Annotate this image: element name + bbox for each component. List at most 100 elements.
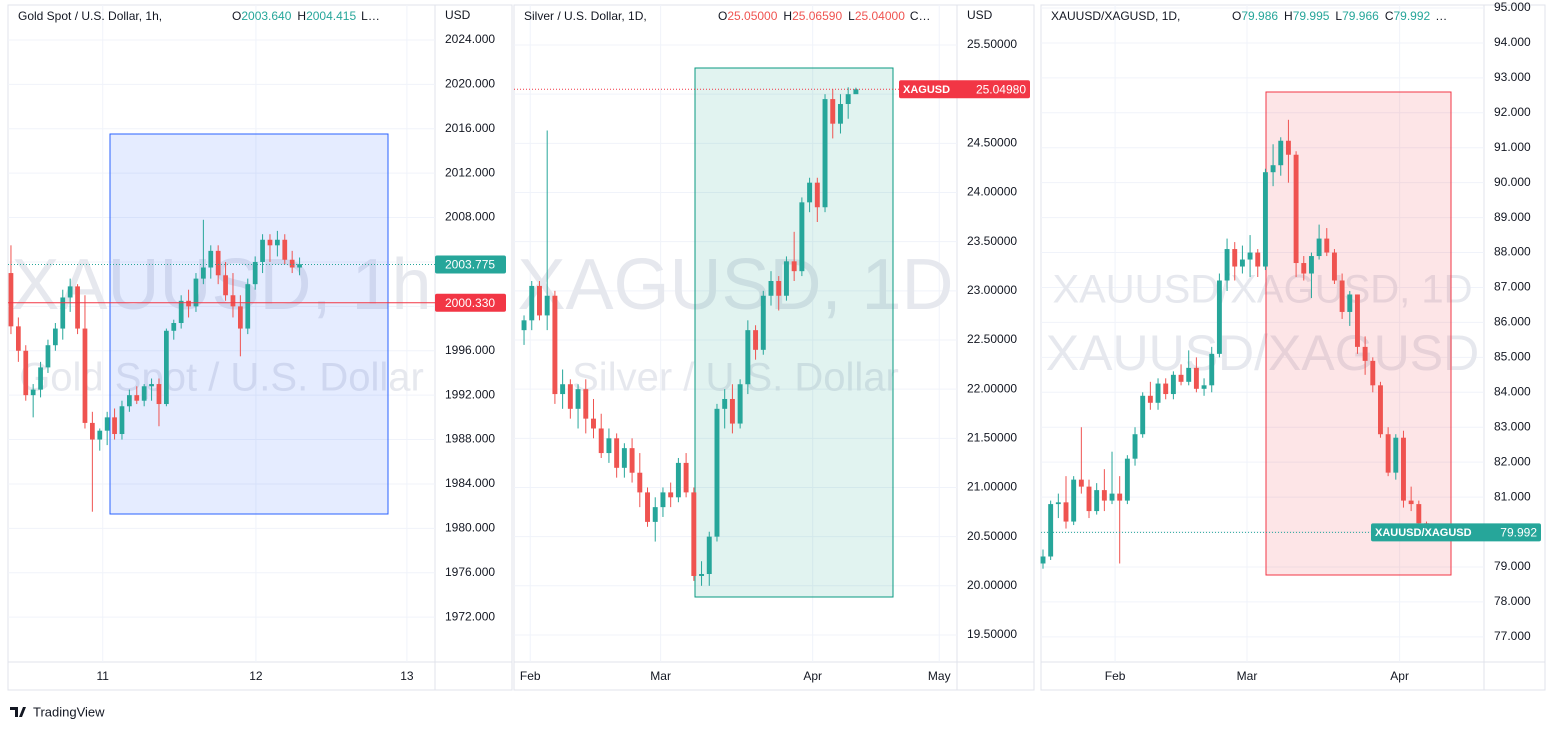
ohlc-more: C… (910, 9, 931, 23)
candle-body (799, 202, 805, 272)
y-tick-label: 21.50000 (967, 430, 1017, 444)
y-tick-label: 2016.000 (445, 121, 495, 135)
candle-body (178, 300, 184, 324)
candle-body (560, 384, 566, 395)
candle-body (1255, 252, 1261, 267)
candle-body (629, 448, 635, 473)
x-tick-label: 13 (400, 669, 414, 683)
ohlc-label: C (1385, 9, 1394, 23)
y-tick-label: 22.00000 (967, 381, 1017, 395)
candle-body (699, 574, 705, 576)
candle-body (1378, 385, 1383, 435)
candle-body (149, 384, 154, 387)
candle-body (1193, 367, 1199, 389)
candle-body (1224, 249, 1230, 281)
candle-body (1055, 502, 1061, 505)
candle-body (1147, 395, 1153, 403)
candle-body (208, 250, 214, 268)
candle-body (267, 239, 273, 246)
y-tick-label: 90.000 (1494, 175, 1531, 189)
candle-body (1109, 493, 1115, 501)
candle-body (729, 398, 735, 424)
price-label-box (435, 255, 506, 274)
candle-body (245, 284, 251, 329)
price-label-value: 79.992 (1500, 525, 1537, 539)
ohlc-legend: O79.986 H79.995 L79.966 C79.992… (1232, 9, 1447, 23)
candle-body (223, 275, 228, 296)
candle-body (722, 398, 728, 409)
axis-unit: USD (967, 8, 993, 22)
price-label-value: 2003.775 (445, 258, 495, 272)
ohlc-value: 79.966 (1342, 9, 1379, 23)
panel-border (1040, 4, 1546, 691)
ohlc-label: O (718, 9, 727, 23)
candle-body (807, 182, 813, 203)
ohlc-label: H (783, 9, 792, 23)
drawing-rectangle (694, 67, 894, 598)
y-tick-label: 1992.000 (445, 387, 495, 401)
candle-body (119, 406, 125, 435)
candle-body (141, 386, 147, 401)
ohlc-label: O (232, 9, 241, 23)
x-tick-label: Feb (520, 669, 541, 683)
candle-body (536, 285, 542, 316)
y-tick-label: 1984.000 (445, 476, 495, 490)
y-tick-label: 92.000 (1494, 105, 1531, 119)
candle-body (1155, 383, 1161, 403)
candle-body (1393, 437, 1399, 473)
candle-body (1124, 458, 1130, 501)
logo-icon (10, 707, 26, 717)
y-tick-label: 25.50000 (967, 37, 1017, 51)
candle-body (1063, 502, 1069, 522)
brand-name[interactable]: TradingView (33, 704, 105, 719)
candle-body (1285, 140, 1291, 155)
candle-body (691, 492, 697, 576)
y-tick-label: 1980.000 (445, 521, 495, 535)
price-label-name: XAGUSD (903, 84, 950, 96)
candle-body (1347, 294, 1353, 312)
y-tick-label: 1988.000 (445, 432, 495, 446)
chart-panel: 25.5000025.0000024.5000024.0000023.50000… (513, 4, 1035, 691)
candle-body (260, 239, 265, 262)
brand-logo: TradingView (10, 704, 105, 719)
candle-body (1416, 504, 1422, 524)
x-tick-label: Apr (1390, 669, 1409, 683)
ohlc-value: 79.995 (1293, 9, 1330, 23)
candle-body (112, 417, 117, 435)
y-tick-label: 20.50000 (967, 529, 1017, 543)
candle-body (1339, 280, 1345, 312)
y-tick-label: 24.00000 (967, 185, 1017, 199)
series-title: Gold Spot / U.S. Dollar, 1h, (18, 9, 162, 23)
candle-body (134, 395, 140, 401)
ohlc-label: L (848, 9, 855, 23)
candle-body (521, 320, 527, 331)
y-tick-label: 23.00000 (967, 283, 1017, 297)
candle-body (1201, 385, 1207, 389)
candle-body (201, 267, 206, 279)
ohlc-label: L (1335, 9, 1342, 23)
ohlc-label: O (1232, 9, 1241, 23)
ohlc-value: 79.986 (1241, 9, 1278, 23)
candle-body (1048, 504, 1054, 557)
candle-body (1163, 383, 1169, 395)
price-label-box (435, 293, 506, 312)
candle-body (1086, 486, 1092, 512)
ohlc-label: H (1284, 9, 1293, 23)
y-tick-label: 20.00000 (967, 578, 1017, 592)
candle-body (82, 328, 88, 423)
candle-body (75, 286, 80, 329)
y-tick-label: 82.000 (1494, 454, 1531, 468)
ohlc-value: 79.992 (1393, 9, 1430, 23)
candle-body (1094, 490, 1100, 512)
candle-body (567, 384, 573, 409)
axis-unit: USD (445, 8, 471, 22)
candle-body (38, 367, 43, 390)
y-tick-label: 81.000 (1494, 489, 1531, 503)
candle-body (1239, 259, 1245, 267)
y-tick-label: 19.50000 (967, 627, 1017, 641)
candle-body (156, 384, 162, 405)
candle-body (853, 89, 859, 95)
candle-body (52, 328, 58, 346)
ohlc-legend: O25.05000 H25.06590 L25.04000 C… (718, 9, 931, 23)
